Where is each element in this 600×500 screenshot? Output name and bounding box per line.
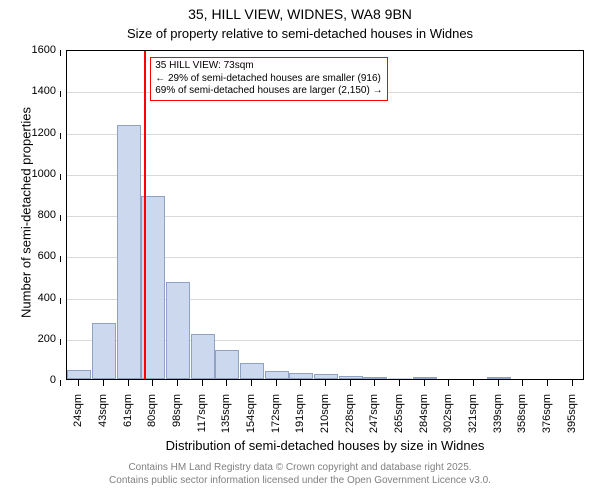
bar	[289, 373, 313, 379]
x-tick	[473, 380, 474, 386]
x-tick	[128, 380, 129, 386]
x-tick-label: 247sqm	[368, 394, 380, 444]
x-tick-label: 61sqm	[122, 394, 134, 444]
x-tick-label: 80sqm	[146, 394, 158, 444]
annotation-line3: 69% of semi-detached houses are larger (…	[155, 85, 382, 98]
footnote-line1: Contains HM Land Registry data © Crown c…	[0, 462, 600, 475]
x-tick	[448, 380, 449, 386]
x-tick	[522, 380, 523, 386]
x-tick-label: 321sqm	[467, 394, 479, 444]
bar	[265, 371, 289, 379]
x-tick-label: 339sqm	[492, 394, 504, 444]
x-tick-label: 154sqm	[245, 394, 257, 444]
x-tick-label: 358sqm	[516, 394, 528, 444]
marker-line	[144, 51, 146, 379]
y-tick	[60, 91, 61, 97]
y-tick-label: 1200	[0, 127, 56, 139]
footnote-line2: Contains public sector information licen…	[0, 475, 600, 488]
annotation-line1: 35 HILL VIEW: 73sqm	[155, 60, 382, 73]
y-tick-label: 1400	[0, 85, 56, 97]
x-tick	[202, 380, 203, 386]
bar	[388, 378, 412, 379]
y-tick	[60, 174, 61, 180]
x-tick-label: 395sqm	[566, 394, 578, 444]
y-tick-label: 600	[0, 250, 56, 262]
bar	[363, 377, 387, 379]
x-tick-label: 228sqm	[344, 394, 356, 444]
plot-area: 35 HILL VIEW: 73sqm ← 29% of semi-detach…	[66, 50, 584, 380]
annotation-line2: ← 29% of semi-detached houses are smalle…	[155, 73, 382, 86]
x-tick	[547, 380, 548, 386]
bar	[339, 376, 363, 379]
x-tick	[350, 380, 351, 386]
x-tick	[374, 380, 375, 386]
x-tick-label: 43sqm	[97, 394, 109, 444]
x-tick	[226, 380, 227, 386]
x-tick	[399, 380, 400, 386]
x-tick	[424, 380, 425, 386]
y-tick-label: 400	[0, 292, 56, 304]
bar	[92, 323, 116, 379]
y-tick	[60, 50, 61, 56]
x-tick-label: 191sqm	[294, 394, 306, 444]
y-tick-label: 1000	[0, 168, 56, 180]
x-tick-label: 117sqm	[196, 394, 208, 444]
x-tick-label: 24sqm	[72, 394, 84, 444]
bar	[166, 282, 190, 379]
footnote: Contains HM Land Registry data © Crown c…	[0, 462, 600, 487]
x-tick	[78, 380, 79, 386]
y-tick	[60, 133, 61, 139]
chart-subtitle: Size of property relative to semi-detach…	[0, 26, 600, 41]
chart-title: 35, HILL VIEW, WIDNES, WA8 9BN	[0, 6, 600, 22]
y-tick-label: 1600	[0, 44, 56, 56]
bar	[314, 374, 338, 379]
x-tick	[325, 380, 326, 386]
bar	[240, 363, 264, 380]
bar	[487, 377, 511, 379]
bar	[67, 370, 91, 379]
x-tick-label: 376sqm	[541, 394, 553, 444]
x-tick	[103, 380, 104, 386]
bar	[117, 125, 141, 379]
x-tick	[498, 380, 499, 386]
y-tick	[60, 298, 61, 304]
x-tick-label: 172sqm	[270, 394, 282, 444]
y-tick	[60, 339, 61, 345]
x-tick	[251, 380, 252, 386]
y-tick-label: 200	[0, 333, 56, 345]
x-tick	[177, 380, 178, 386]
x-tick-label: 135sqm	[220, 394, 232, 444]
y-tick	[60, 256, 61, 262]
annotation-box: 35 HILL VIEW: 73sqm ← 29% of semi-detach…	[150, 57, 387, 101]
x-tick	[572, 380, 573, 386]
bar	[215, 350, 239, 379]
y-tick	[60, 380, 61, 386]
x-tick	[152, 380, 153, 386]
y-tick	[60, 215, 61, 221]
y-tick-label: 800	[0, 209, 56, 221]
x-tick-label: 284sqm	[418, 394, 430, 444]
y-tick-label: 0	[0, 374, 56, 386]
x-tick-label: 210sqm	[319, 394, 331, 444]
bar	[191, 334, 215, 379]
x-tick-label: 302sqm	[442, 394, 454, 444]
x-tick	[276, 380, 277, 386]
x-axis-label: Distribution of semi-detached houses by …	[66, 438, 584, 453]
x-tick-label: 265sqm	[393, 394, 405, 444]
chart-container: 35, HILL VIEW, WIDNES, WA8 9BN Size of p…	[0, 0, 600, 500]
bar	[413, 377, 437, 379]
x-tick	[300, 380, 301, 386]
x-tick-label: 98sqm	[171, 394, 183, 444]
